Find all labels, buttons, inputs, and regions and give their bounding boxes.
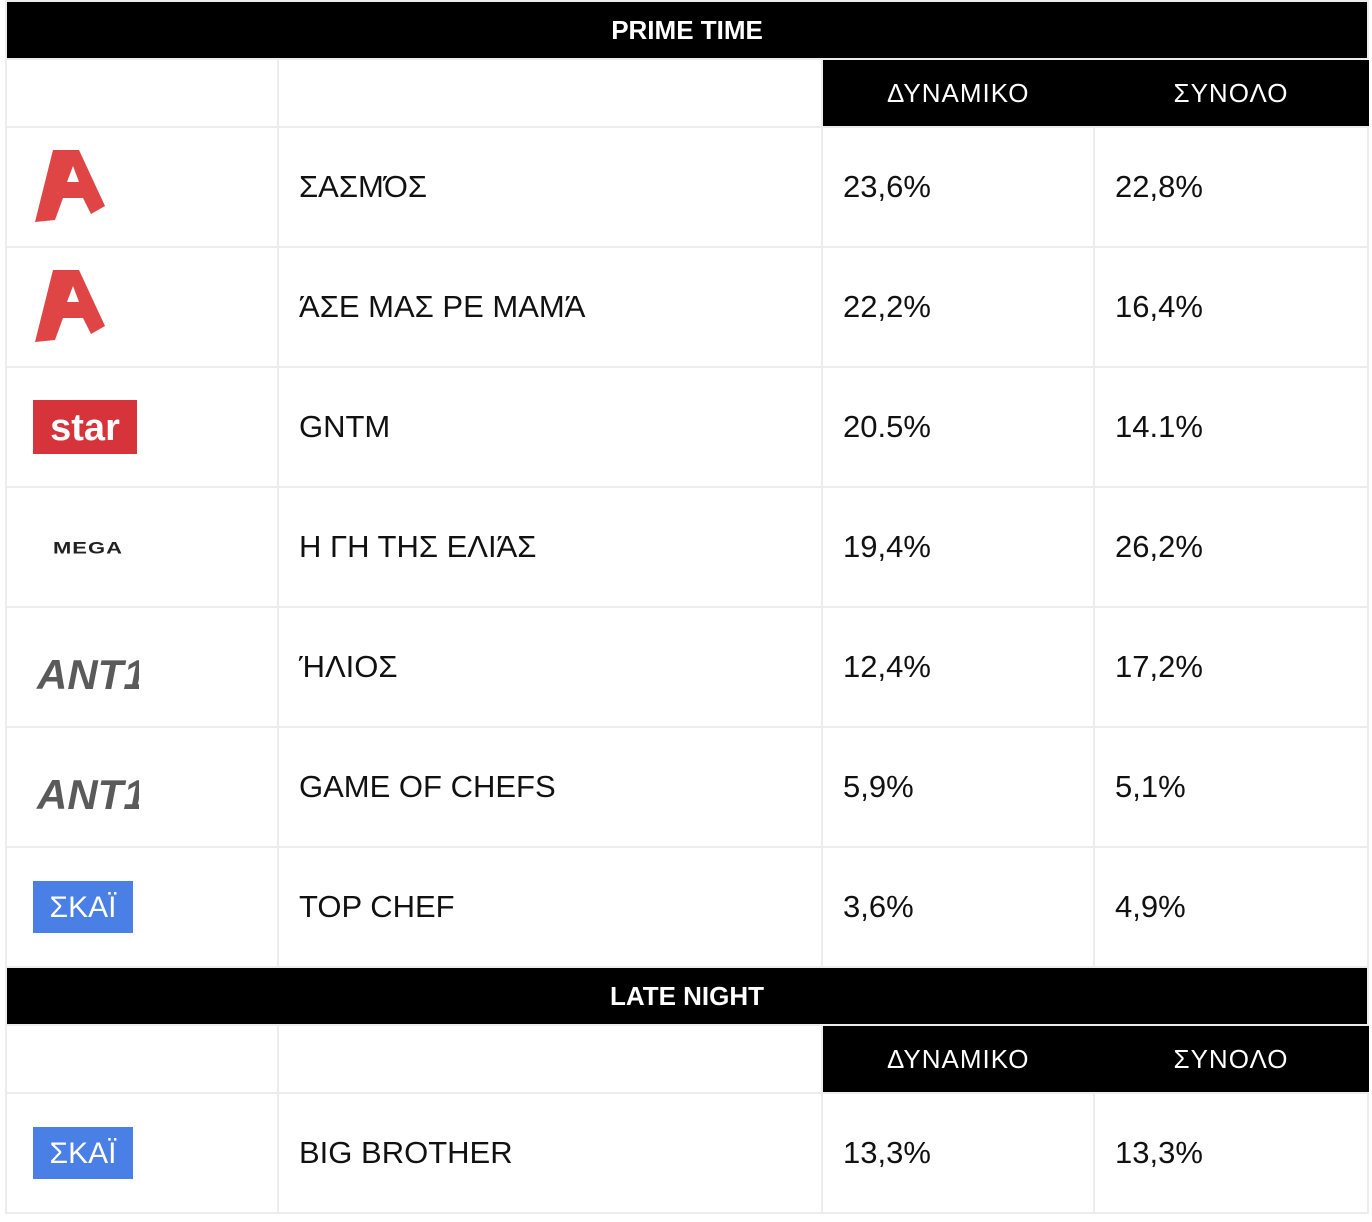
channel-logo-cell — [5, 126, 279, 248]
dynamiko-value: 3,6% — [821, 846, 1095, 968]
ant1-logo-text: ANT1 — [36, 771, 139, 813]
show-name: Η ΓΗ ΤΗΣ ΕΛΙΆΣ — [277, 486, 823, 608]
channel-logo-cell: ANT1 — [5, 726, 279, 848]
column-header-dynamiko: ΔΥΝΑΜΙΚΟ — [821, 1024, 1095, 1094]
section-title: LATE NIGHT — [4, 966, 1370, 1026]
show-name: ΉΛΙΟΣ — [277, 606, 823, 728]
dynamiko-value: 23,6% — [821, 126, 1095, 248]
dynamiko-value: 22,2% — [821, 246, 1095, 368]
table-row: ANT1 ΉΛΙΟΣ 12,4% 17,2% — [5, 606, 1370, 728]
channel-logo-cell: MEGA — [5, 486, 279, 608]
dynamiko-value: 12,4% — [821, 606, 1095, 728]
mega-logo: MEGA — [53, 539, 123, 558]
table-row: ΣΚΑΪ BIG BROTHER 13,3% 13,3% — [5, 1092, 1370, 1214]
table-row: ΣΚΑΪ TOP CHEF 3,6% 4,9% — [5, 846, 1370, 968]
ratings-table: PRIME TIME ΔΥΝΑΜΙΚΟ ΣΥΝΟΛΟ ΣΑΣΜΌΣ 23,6% 22,8… — [4, 0, 1370, 1214]
dynamiko-value: 19,4% — [821, 486, 1095, 608]
synolo-value: 14.1% — [1092, 366, 1370, 488]
synolo-value: 16,4% — [1092, 246, 1370, 368]
alpha-logo — [35, 150, 105, 222]
section-title: PRIME TIME — [4, 0, 1370, 60]
column-header-synolo: ΣΥΝΟΛΟ — [1093, 58, 1369, 128]
show-name: BIG BROTHER — [277, 1092, 823, 1214]
blank-header-cell — [277, 58, 823, 128]
synolo-value: 22,8% — [1092, 126, 1370, 248]
column-header-row: ΔΥΝΑΜΙΚΟ ΣΥΝΟΛΟ — [5, 1024, 1369, 1094]
synolo-value: 5,1% — [1092, 726, 1370, 848]
ant1-logo-text: ANT1 — [36, 651, 139, 693]
dynamiko-value: 20.5% — [821, 366, 1095, 488]
blank-header-cell — [5, 1024, 279, 1094]
skai-logo: ΣΚΑΪ — [33, 881, 133, 933]
synolo-value: 4,9% — [1092, 846, 1370, 968]
blank-header-cell — [5, 58, 279, 128]
channel-logo-cell: star — [5, 366, 279, 488]
skai-logo-text: ΣΚΑΪ — [50, 891, 118, 924]
show-name: ΆΣΕ ΜΑΣ ΡΕ ΜΑΜΆ — [277, 246, 823, 368]
ant1-logo: ANT1 — [36, 651, 139, 693]
table-row: ΆΣΕ ΜΑΣ ΡΕ ΜΑΜΆ 22,2% 16,4% — [5, 246, 1370, 368]
dynamiko-value: 5,9% — [821, 726, 1095, 848]
ant1-logo: ANT1 — [36, 771, 139, 813]
channel-logo-cell — [5, 246, 279, 368]
channel-logo-cell: ΣΚΑΪ — [5, 1092, 279, 1214]
alpha-logo — [35, 270, 105, 342]
section-title-row: PRIME TIME — [4, 0, 1370, 60]
column-header-row: ΔΥΝΑΜΙΚΟ ΣΥΝΟΛΟ — [5, 58, 1369, 128]
table-row: MEGA Η ΓΗ ΤΗΣ ΕΛΙΆΣ 19,4% 26,2% — [5, 486, 1370, 608]
section-title-row: LATE NIGHT — [4, 966, 1370, 1026]
skai-logo-text: ΣΚΑΪ — [50, 1137, 118, 1170]
synolo-value: 13,3% — [1092, 1092, 1370, 1214]
table-row: ANT1 GAME OF CHEFS 5,9% 5,1% — [5, 726, 1370, 848]
channel-logo-cell: ΣΚΑΪ — [5, 846, 279, 968]
skai-logo: ΣΚΑΪ — [33, 1127, 133, 1179]
show-name: ΣΑΣΜΌΣ — [277, 126, 823, 248]
show-name: TOP CHEF — [277, 846, 823, 968]
column-header-dynamiko: ΔΥΝΑΜΙΚΟ — [821, 58, 1095, 128]
star-logo: star — [33, 400, 137, 454]
blank-header-cell — [277, 1024, 823, 1094]
dynamiko-value: 13,3% — [821, 1092, 1095, 1214]
mega-logo-text: MEGA — [53, 539, 123, 558]
table-row: ΣΑΣΜΌΣ 23,6% 22,8% — [5, 126, 1370, 248]
star-logo-text: star — [50, 407, 120, 449]
show-name: GAME OF CHEFS — [277, 726, 823, 848]
channel-logo-cell: ANT1 — [5, 606, 279, 728]
synolo-value: 26,2% — [1092, 486, 1370, 608]
show-name: GNTM — [277, 366, 823, 488]
synolo-value: 17,2% — [1092, 606, 1370, 728]
table-row: star GNTM 20.5% 14.1% — [5, 366, 1370, 488]
column-header-synolo: ΣΥΝΟΛΟ — [1093, 1024, 1369, 1094]
